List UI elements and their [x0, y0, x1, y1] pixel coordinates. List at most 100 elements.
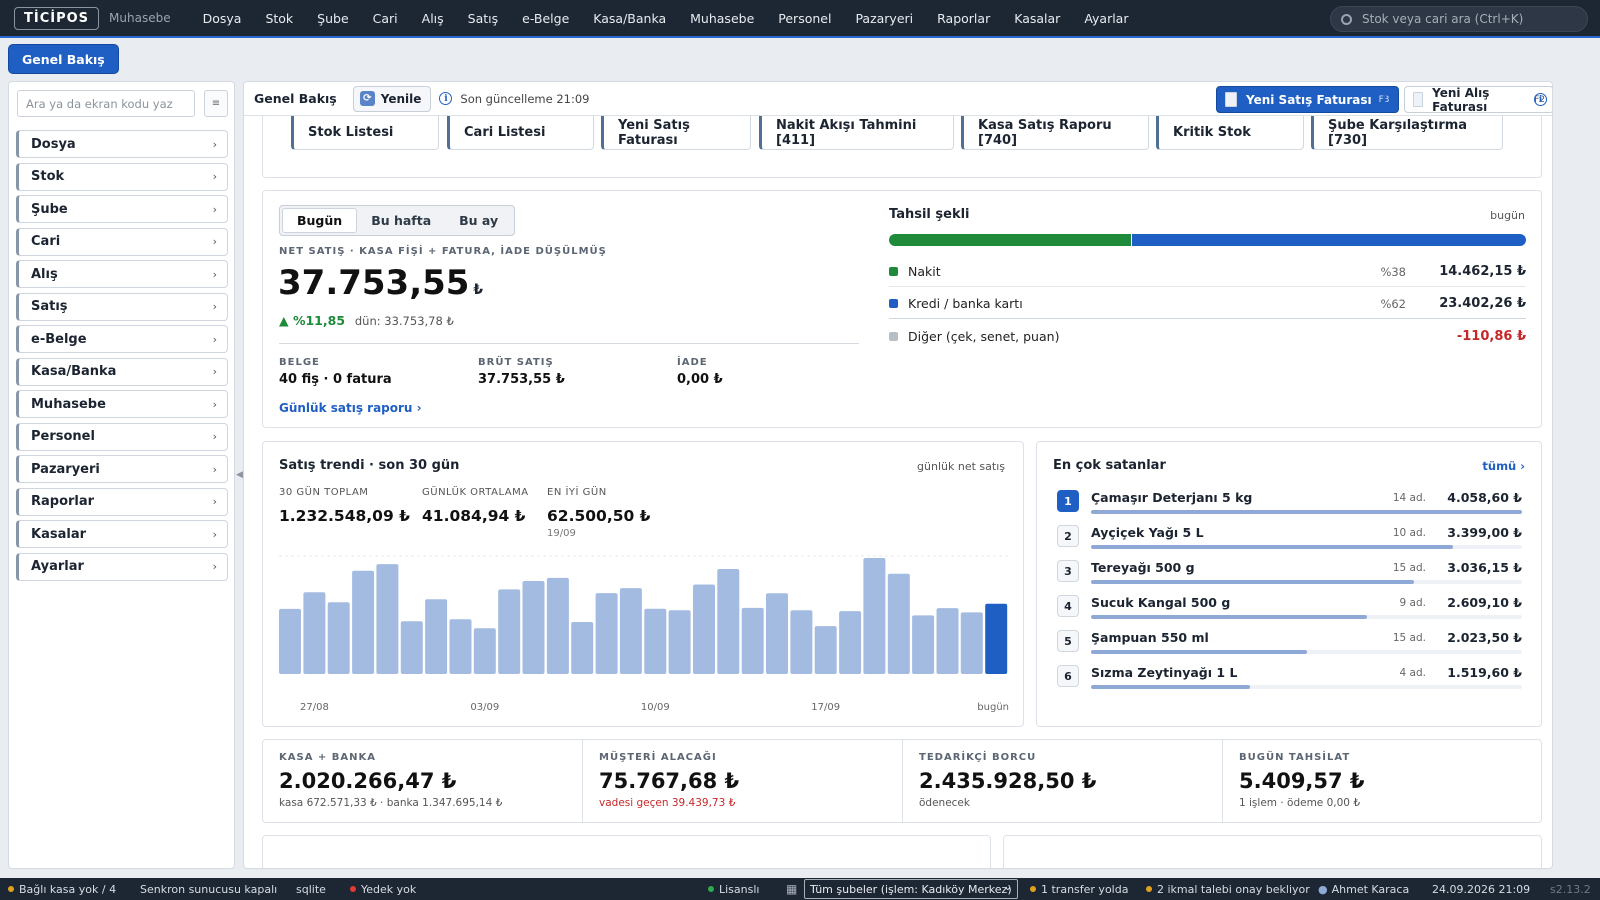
kpi-cash-bank[interactable]: KASA + BANKA 2.020.266,47 ₺ kasa 672.571… [263, 740, 583, 822]
top-seller-row[interactable]: 4 Sucuk Kangal 500 g 9 ad. 2.609,10 ₺ [1057, 593, 1522, 621]
trend-bar[interactable] [644, 608, 667, 674]
shortcut-stok-listesi[interactable]: Stok Listesi [291, 116, 439, 150]
trend-bar[interactable] [619, 588, 642, 674]
trend-bar-today[interactable] [985, 603, 1008, 674]
sidebar-item-stok[interactable]: Stok › [16, 162, 228, 191]
trend-bar[interactable] [790, 610, 813, 674]
kpi-receivables[interactable]: MÜŞTERİ ALACAĞI 75.767,68 ₺ vadesi geçen… [583, 740, 903, 822]
trend-bar[interactable] [595, 593, 618, 674]
sidebar-item-kasalar[interactable]: Kasalar › [16, 520, 228, 548]
shortcut-sube-karsilastirma[interactable]: Şube Karşılaştırma [730] [1311, 116, 1503, 150]
sidebar-item-cari[interactable]: Cari › [16, 227, 228, 256]
topnav-ebelge[interactable]: e-Belge [522, 10, 570, 26]
status-sync[interactable]: Senkron sunucusu kapalı [140, 878, 277, 900]
period-today[interactable]: Bugün [282, 208, 358, 233]
sidebar-item-kasa-banka[interactable]: Kasa/Banka › [16, 357, 228, 386]
topnav-alis[interactable]: Alış [421, 10, 444, 26]
topnav-dosya[interactable]: Dosya [202, 10, 242, 26]
status-kasa[interactable]: Bağlı kasa yok / 4 [8, 878, 116, 900]
kpi-today-collection[interactable]: BUGÜN TAHSİLAT 5.409,57 ₺ 1 işlem · ödem… [1223, 740, 1543, 822]
trend-bar[interactable] [546, 577, 569, 674]
trend-bar[interactable] [839, 611, 862, 674]
trend-bar[interactable] [814, 626, 837, 674]
topnav-muhasebe[interactable]: Muhasebe [690, 10, 755, 26]
global-search-input[interactable] [1362, 12, 1572, 26]
shortcut-kritik-stok[interactable]: Kritik Stok [1156, 116, 1304, 150]
branch-select[interactable]: Tüm şubeler (işlem: Kadıköy Merkez) ⌄ [804, 879, 1018, 899]
status-user[interactable]: ● Ahmet Karaca [1318, 878, 1409, 900]
topnav-kasalar[interactable]: Kasalar [1014, 10, 1061, 26]
trend-bar[interactable] [912, 615, 935, 674]
trend-bar[interactable] [327, 602, 350, 674]
info-icon[interactable]: i [1384, 93, 1397, 106]
status-backup[interactable]: Yedek yok [350, 878, 416, 900]
app-logo[interactable]: TİCİPOS [14, 6, 100, 30]
sidebar-item-personel[interactable]: Personel › [16, 422, 228, 451]
sidebar-search-input[interactable] [17, 90, 195, 117]
sidebar-item-raporlar[interactable]: Raporlar › [16, 487, 228, 516]
topnav-raporlar[interactable]: Raporlar [937, 10, 991, 26]
collapse-sidebar-icon[interactable]: ◀ [236, 470, 243, 480]
trend-bar[interactable] [400, 621, 423, 674]
top-sellers-all-link[interactable]: tümü › [1482, 459, 1525, 473]
topnav-satis[interactable]: Satış [467, 10, 499, 26]
topnav-kasa-banka[interactable]: Kasa/Banka [593, 10, 667, 26]
period-week[interactable]: Bu hafta [371, 213, 432, 228]
trend-bar[interactable] [863, 558, 886, 674]
info-icon[interactable]: i [439, 92, 453, 105]
topnav-ayarlar[interactable]: Ayarlar [1084, 10, 1129, 26]
trend-bar[interactable] [473, 628, 496, 674]
top-seller-row[interactable]: 1 Çamaşır Deterjanı 5 kg 14 ad. 4.058,60 ₺ [1057, 488, 1522, 516]
topnav-sube[interactable]: Şube [317, 10, 349, 26]
tab-genel-bakis[interactable]: Genel Bakış [8, 44, 119, 74]
trend-bar[interactable] [887, 573, 910, 674]
top-seller-row[interactable]: 5 Şampuan 550 ml 15 ad. 2.023,50 ₺ [1057, 628, 1522, 656]
top-seller-row[interactable]: 6 Sızma Zeytinyağı 1 L 4 ad. 1.519,60 ₺ [1057, 663, 1522, 691]
trend-bar[interactable] [693, 584, 715, 675]
trend-bar[interactable] [425, 599, 448, 674]
kpi-payables[interactable]: TEDARİKÇİ BORCU 2.435.928,50 ₺ ödenecek [903, 740, 1223, 822]
topnav-stok[interactable]: Stok [265, 10, 294, 26]
trend-bar[interactable] [936, 608, 959, 674]
trend-bar[interactable] [766, 593, 788, 674]
info-icon[interactable]: i [1534, 93, 1547, 106]
topnav-personel[interactable]: Personel [778, 10, 832, 26]
new-purchase-invoice-button[interactable]: Yeni Alış Faturası F2 [1404, 86, 1552, 114]
period-month[interactable]: Bu ay [459, 213, 499, 228]
trend-bar[interactable] [571, 622, 594, 674]
sidebar-item-satis[interactable]: Satış › [16, 292, 228, 321]
trend-bar[interactable] [449, 619, 472, 674]
new-sale-invoice-button[interactable]: Yeni Satış Faturası F3 [1216, 86, 1399, 113]
global-search[interactable] [1330, 6, 1588, 32]
sidebar-item-ayarlar[interactable]: Ayarlar › [16, 552, 228, 581]
sidebar-item-dosya[interactable]: Dosya › [16, 130, 228, 158]
trend-bar[interactable] [960, 612, 983, 674]
sidebar-item-pazaryeri[interactable]: Pazaryeri › [16, 455, 228, 483]
list-icon[interactable]: ≡ [204, 90, 228, 117]
sidebar-item-muhasebe[interactable]: Muhasebe › [16, 390, 228, 418]
shortcut-yeni-satis-faturasi[interactable]: Yeni Satış Faturası [601, 116, 751, 150]
trend-bar[interactable] [668, 610, 691, 674]
shortcut-cari-listesi[interactable]: Cari Listesi [447, 116, 594, 150]
sidebar-item-alis[interactable]: Alış › [16, 260, 228, 288]
trend-bar[interactable] [376, 564, 399, 674]
trend-bar[interactable] [498, 589, 521, 674]
trend-bar[interactable] [741, 607, 764, 674]
trend-bar[interactable] [303, 592, 326, 674]
trend-bar[interactable] [522, 581, 545, 674]
trend-bar[interactable] [717, 569, 740, 674]
status-restock[interactable]: 2 ikmal talebi onay bekliyor [1146, 878, 1310, 900]
sidebar-item-ebelge[interactable]: e-Belge › [16, 325, 228, 353]
trend-bar[interactable] [352, 570, 375, 674]
topnav-pazaryeri[interactable]: Pazaryeri [855, 10, 914, 26]
daily-report-link[interactable]: Günlük satış raporu › [279, 401, 422, 415]
shortcut-kasa-satis-raporu[interactable]: Kasa Satış Raporu [740] [961, 116, 1149, 150]
status-transfer[interactable]: 1 transfer yolda [1030, 878, 1128, 900]
trend-bar[interactable] [279, 608, 301, 674]
shortcut-nakit-akisi[interactable]: Nakit Akışı Tahmini [411] [759, 116, 954, 150]
top-seller-row[interactable]: 3 Tereyağı 500 g 15 ad. 3.036,15 ₺ [1057, 558, 1522, 586]
topnav-cari[interactable]: Cari [372, 10, 398, 26]
refresh-button[interactable]: ⟳ Yenile [352, 85, 432, 112]
top-seller-row[interactable]: 2 Ayçiçek Yağı 5 L 10 ad. 3.399,00 ₺ [1057, 523, 1522, 551]
sidebar-item-sube[interactable]: Şube › [16, 195, 228, 223]
